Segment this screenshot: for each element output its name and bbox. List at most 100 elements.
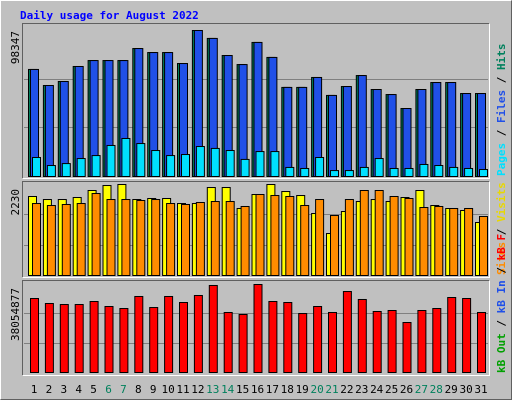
legend-entry: Pages bbox=[495, 143, 508, 176]
x-tick-label: 25 bbox=[385, 383, 398, 396]
bar bbox=[166, 155, 176, 177]
bar bbox=[462, 93, 472, 177]
bar bbox=[357, 75, 367, 177]
bar bbox=[419, 163, 429, 178]
bar bbox=[315, 199, 325, 276]
bar bbox=[136, 143, 146, 178]
bar bbox=[106, 199, 116, 276]
bar bbox=[477, 311, 486, 373]
bar bbox=[225, 150, 235, 177]
bevel bbox=[22, 23, 490, 179]
bar bbox=[283, 86, 293, 177]
bar bbox=[300, 167, 310, 178]
bar bbox=[46, 205, 56, 277]
bar bbox=[342, 291, 352, 374]
chart-title: Daily usage for August 2022 bbox=[20, 9, 199, 22]
legend-entry: kB Out bbox=[495, 333, 508, 373]
x-tick-label: 24 bbox=[370, 383, 384, 396]
bar bbox=[195, 201, 205, 277]
bar bbox=[30, 298, 39, 373]
bar bbox=[91, 193, 101, 276]
bar bbox=[119, 308, 129, 373]
bar bbox=[44, 84, 54, 177]
x-tick-label: 4 bbox=[75, 383, 82, 396]
bar bbox=[389, 167, 399, 178]
bar bbox=[285, 166, 295, 177]
bar bbox=[479, 215, 488, 277]
legend-separator: / bbox=[495, 123, 508, 143]
bar bbox=[298, 313, 308, 374]
bar bbox=[404, 197, 414, 276]
x-tick-label: 29 bbox=[445, 383, 458, 396]
bar bbox=[479, 169, 488, 177]
x-tick-label: 14 bbox=[221, 383, 235, 396]
bar bbox=[404, 167, 414, 178]
bar bbox=[136, 199, 146, 276]
bar bbox=[255, 193, 265, 276]
bar bbox=[268, 301, 278, 373]
legend: Sites / Visits bbox=[495, 182, 508, 275]
bar bbox=[387, 94, 397, 177]
bar bbox=[121, 199, 131, 276]
bar bbox=[255, 151, 265, 177]
bar bbox=[417, 89, 427, 177]
bevel bbox=[22, 280, 490, 376]
bar bbox=[359, 189, 369, 276]
bar bbox=[270, 195, 280, 277]
y-max-label: 2230 bbox=[9, 189, 22, 216]
bar bbox=[330, 215, 339, 277]
x-tick-label: 18 bbox=[281, 383, 294, 396]
bar bbox=[449, 207, 459, 276]
bar bbox=[61, 163, 71, 177]
legend-entry: kB In bbox=[495, 280, 508, 313]
bar bbox=[121, 137, 131, 177]
bar bbox=[298, 86, 308, 177]
x-tick-label: 13 bbox=[206, 383, 219, 396]
bar bbox=[106, 144, 116, 178]
bar bbox=[225, 201, 235, 276]
bevel bbox=[22, 280, 490, 376]
x-tick-label: 11 bbox=[176, 383, 189, 396]
bar bbox=[179, 302, 188, 373]
legend: Pages / Files / Hits bbox=[495, 44, 508, 177]
bar bbox=[91, 155, 101, 177]
bar bbox=[464, 207, 474, 276]
legend-entry: Hits bbox=[495, 44, 508, 71]
legend-entry: Visits bbox=[495, 182, 508, 222]
legend: kB Out / kB In / kB F bbox=[495, 234, 508, 373]
legend-entry: Sites bbox=[495, 242, 508, 275]
y-max-label: 98347 bbox=[9, 31, 22, 64]
x-tick-label: 16 bbox=[251, 383, 264, 396]
bar bbox=[402, 322, 412, 373]
bar bbox=[238, 314, 248, 373]
bar bbox=[61, 203, 71, 276]
x-tick-label: 27 bbox=[415, 383, 428, 396]
x-tick-label: 9 bbox=[150, 383, 157, 396]
bar bbox=[432, 82, 442, 177]
x-tick-label: 15 bbox=[236, 383, 249, 396]
bar bbox=[449, 166, 459, 177]
x-tick-label: 8 bbox=[135, 383, 142, 396]
bar bbox=[387, 310, 397, 373]
bar bbox=[419, 207, 429, 276]
bar bbox=[447, 297, 457, 373]
bar bbox=[223, 311, 233, 373]
bar bbox=[447, 82, 457, 177]
bar bbox=[344, 199, 354, 276]
x-tick-label: 22 bbox=[340, 383, 353, 396]
legend-separator: / bbox=[495, 313, 508, 333]
x-tick-label: 19 bbox=[296, 383, 309, 396]
x-tick-label: 1 bbox=[31, 383, 38, 396]
x-tick-label: 2 bbox=[46, 383, 53, 396]
bar bbox=[359, 166, 369, 177]
x-tick-label: 30 bbox=[459, 383, 472, 396]
bar bbox=[149, 307, 159, 373]
bar bbox=[151, 150, 161, 177]
x-tick-label: 6 bbox=[105, 383, 112, 396]
bar bbox=[389, 195, 399, 277]
bar bbox=[151, 199, 161, 276]
bar bbox=[210, 147, 220, 177]
bar bbox=[253, 284, 263, 373]
bar bbox=[208, 284, 218, 374]
x-tick-label: 17 bbox=[266, 383, 279, 396]
